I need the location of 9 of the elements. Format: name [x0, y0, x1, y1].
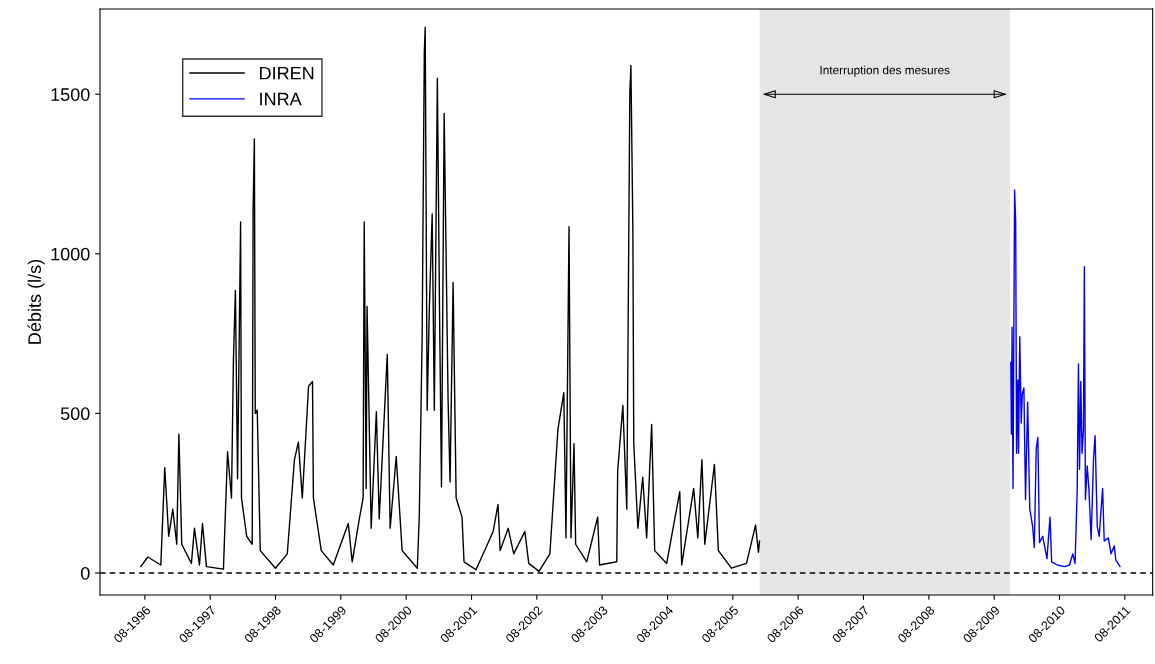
y-tick-label: 0: [80, 566, 90, 580]
legend-label: INRA: [260, 92, 302, 106]
band-label: Interruption des mesures: [820, 65, 950, 77]
y-tick-label: 1500: [51, 88, 90, 101]
line-series: [1010, 189, 1121, 568]
y-tick-label: 500: [60, 407, 90, 421]
legend-label: DIREN: [260, 66, 314, 80]
y-axis-title: Débits (l/s): [27, 259, 45, 344]
y-tick-label: 1000: [51, 247, 90, 261]
